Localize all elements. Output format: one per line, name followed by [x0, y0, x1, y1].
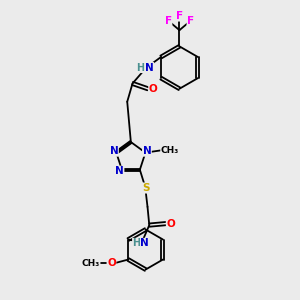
Text: H: H — [136, 63, 145, 73]
Text: F: F — [165, 16, 172, 26]
Text: N: N — [115, 166, 124, 176]
Text: F: F — [187, 16, 194, 26]
Text: H: H — [133, 238, 141, 248]
Text: O: O — [149, 84, 158, 94]
Text: F: F — [176, 11, 183, 21]
Text: N: N — [110, 146, 118, 156]
Text: S: S — [142, 183, 149, 193]
Text: O: O — [167, 219, 175, 229]
Text: O: O — [107, 258, 116, 268]
Text: CH₃: CH₃ — [161, 146, 179, 155]
Text: N: N — [140, 238, 149, 248]
Text: N: N — [142, 146, 151, 156]
Text: N: N — [145, 63, 154, 73]
Text: CH₃: CH₃ — [82, 259, 100, 268]
